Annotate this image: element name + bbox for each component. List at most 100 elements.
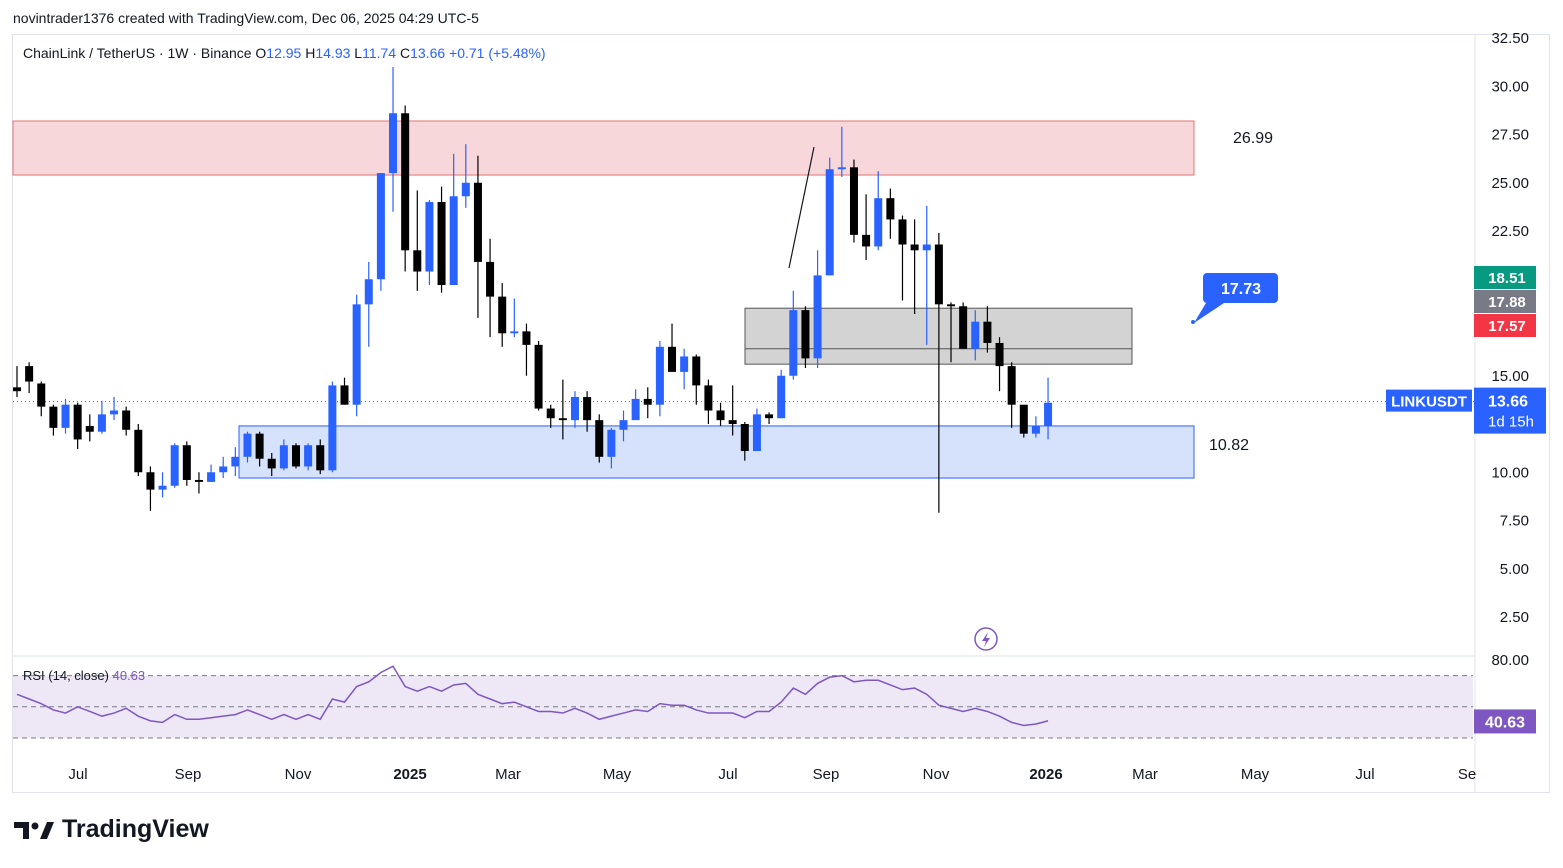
candle-body[interactable]	[510, 331, 519, 334]
candle-body[interactable]	[255, 433, 264, 459]
candle-body[interactable]	[1019, 404, 1028, 434]
candle-body[interactable]	[182, 445, 191, 480]
candle-body[interactable]	[1031, 425, 1040, 434]
candle-body[interactable]	[243, 433, 252, 457]
candle-body[interactable]	[607, 429, 616, 457]
candle-body[interactable]	[49, 406, 58, 428]
candle-body[interactable]	[97, 414, 106, 432]
candle-body[interactable]	[522, 331, 531, 345]
candle-body[interactable]	[158, 485, 167, 490]
candle-body[interactable]	[668, 346, 677, 372]
candle-body[interactable]	[352, 304, 361, 405]
candle-body[interactable]	[376, 173, 385, 280]
alert-bolt-icon[interactable]	[974, 627, 998, 651]
current-price-badge[interactable]	[1474, 387, 1546, 434]
candle-body[interactable]	[971, 321, 980, 349]
candle-body[interactable]	[595, 420, 604, 457]
candle-body[interactable]	[413, 250, 422, 272]
symbol-legend[interactable]: ChainLink / TetherUS · 1W · Binance O12.…	[23, 45, 546, 61]
candle-body[interactable]	[110, 410, 119, 415]
candle-body[interactable]	[316, 445, 325, 471]
candle-body[interactable]	[583, 396, 592, 421]
candle-body[interactable]	[813, 275, 822, 359]
candle-body[interactable]	[546, 408, 555, 419]
candle-body[interactable]	[716, 410, 725, 421]
candle-body[interactable]	[304, 445, 313, 467]
candle-body[interactable]	[73, 404, 82, 440]
candle-body[interactable]	[425, 202, 434, 272]
resistance-zone[interactable]	[12, 120, 1195, 176]
candle-body[interactable]	[486, 261, 495, 297]
candle-body[interactable]	[983, 321, 992, 343]
symbol-tag[interactable]	[1386, 389, 1472, 412]
candle-body[interactable]	[692, 356, 701, 386]
candle-body[interactable]	[886, 198, 895, 220]
rsi-line[interactable]	[16, 665, 1049, 727]
candle-body[interactable]	[801, 310, 810, 359]
candle-body[interactable]	[134, 429, 143, 473]
candle-body[interactable]	[194, 479, 203, 482]
candle-body[interactable]	[449, 196, 458, 286]
candle-body[interactable]	[874, 198, 883, 247]
candle-body[interactable]	[934, 244, 943, 305]
candle-body[interactable]	[704, 385, 713, 411]
candle-body[interactable]	[558, 418, 567, 421]
candle-body[interactable]	[364, 279, 373, 305]
candle-body[interactable]	[328, 385, 337, 471]
candle-body[interactable]	[849, 167, 858, 235]
candle-body[interactable]	[37, 383, 46, 407]
candle-body[interactable]	[85, 425, 94, 432]
candle-body[interactable]	[146, 472, 155, 490]
candle-body[interactable]	[437, 202, 446, 286]
symbol-title[interactable]: ChainLink / TetherUS · 1W · Binance	[23, 45, 252, 61]
candle-body[interactable]	[631, 398, 640, 421]
candle-body[interactable]	[680, 356, 689, 372]
candle-body[interactable]	[825, 169, 834, 276]
candle-body[interactable]	[267, 458, 276, 469]
candle-body[interactable]	[207, 472, 216, 482]
candle-body[interactable]	[401, 113, 410, 251]
candle-body[interactable]	[947, 304, 956, 307]
rsi-legend[interactable]: RSI (14, close) 40.63	[23, 668, 145, 683]
rsi-value-badge[interactable]	[1474, 709, 1536, 734]
candle-body[interactable]	[570, 396, 579, 421]
candle-body[interactable]	[789, 310, 798, 376]
candle-body[interactable]	[643, 398, 652, 405]
candle-body[interactable]	[279, 445, 288, 469]
candle-body[interactable]	[898, 219, 907, 245]
candle-body[interactable]	[473, 182, 482, 262]
candle-body[interactable]	[995, 342, 1004, 367]
candle-body[interactable]	[837, 167, 846, 170]
candle-body[interactable]	[655, 346, 664, 405]
candle-body[interactable]	[1044, 402, 1053, 426]
support-zone[interactable]	[238, 425, 1195, 479]
candle-body[interactable]	[534, 344, 543, 409]
tradingview-logo[interactable]: TradingView	[14, 815, 209, 844]
badge-17-57[interactable]	[1474, 314, 1536, 337]
candle-body[interactable]	[25, 366, 34, 382]
candle-body[interactable]	[461, 182, 470, 197]
candle-body[interactable]	[61, 404, 70, 428]
candle-body[interactable]	[1007, 366, 1016, 405]
candle-body[interactable]	[340, 385, 349, 405]
candle-body[interactable]	[122, 410, 131, 430]
price-callout[interactable]: 17.73	[1191, 273, 1278, 324]
candle-body[interactable]	[910, 244, 919, 251]
candle-body[interactable]	[777, 375, 786, 419]
candle-body[interactable]	[752, 414, 761, 452]
candle-body[interactable]	[498, 296, 507, 334]
candle-body[interactable]	[389, 113, 398, 174]
trend-line[interactable]	[788, 146, 815, 269]
candle-body[interactable]	[765, 414, 774, 419]
candle-body[interactable]	[862, 234, 871, 247]
candle-body[interactable]	[219, 466, 228, 473]
badge-17-88[interactable]	[1474, 290, 1536, 313]
candle-body[interactable]	[170, 445, 179, 486]
candle-body[interactable]	[922, 244, 931, 251]
candle-body[interactable]	[728, 420, 737, 424]
candle-body[interactable]	[959, 306, 968, 349]
candle-body[interactable]	[740, 424, 749, 452]
candle-body[interactable]	[231, 456, 240, 467]
candle-body[interactable]	[291, 445, 300, 467]
